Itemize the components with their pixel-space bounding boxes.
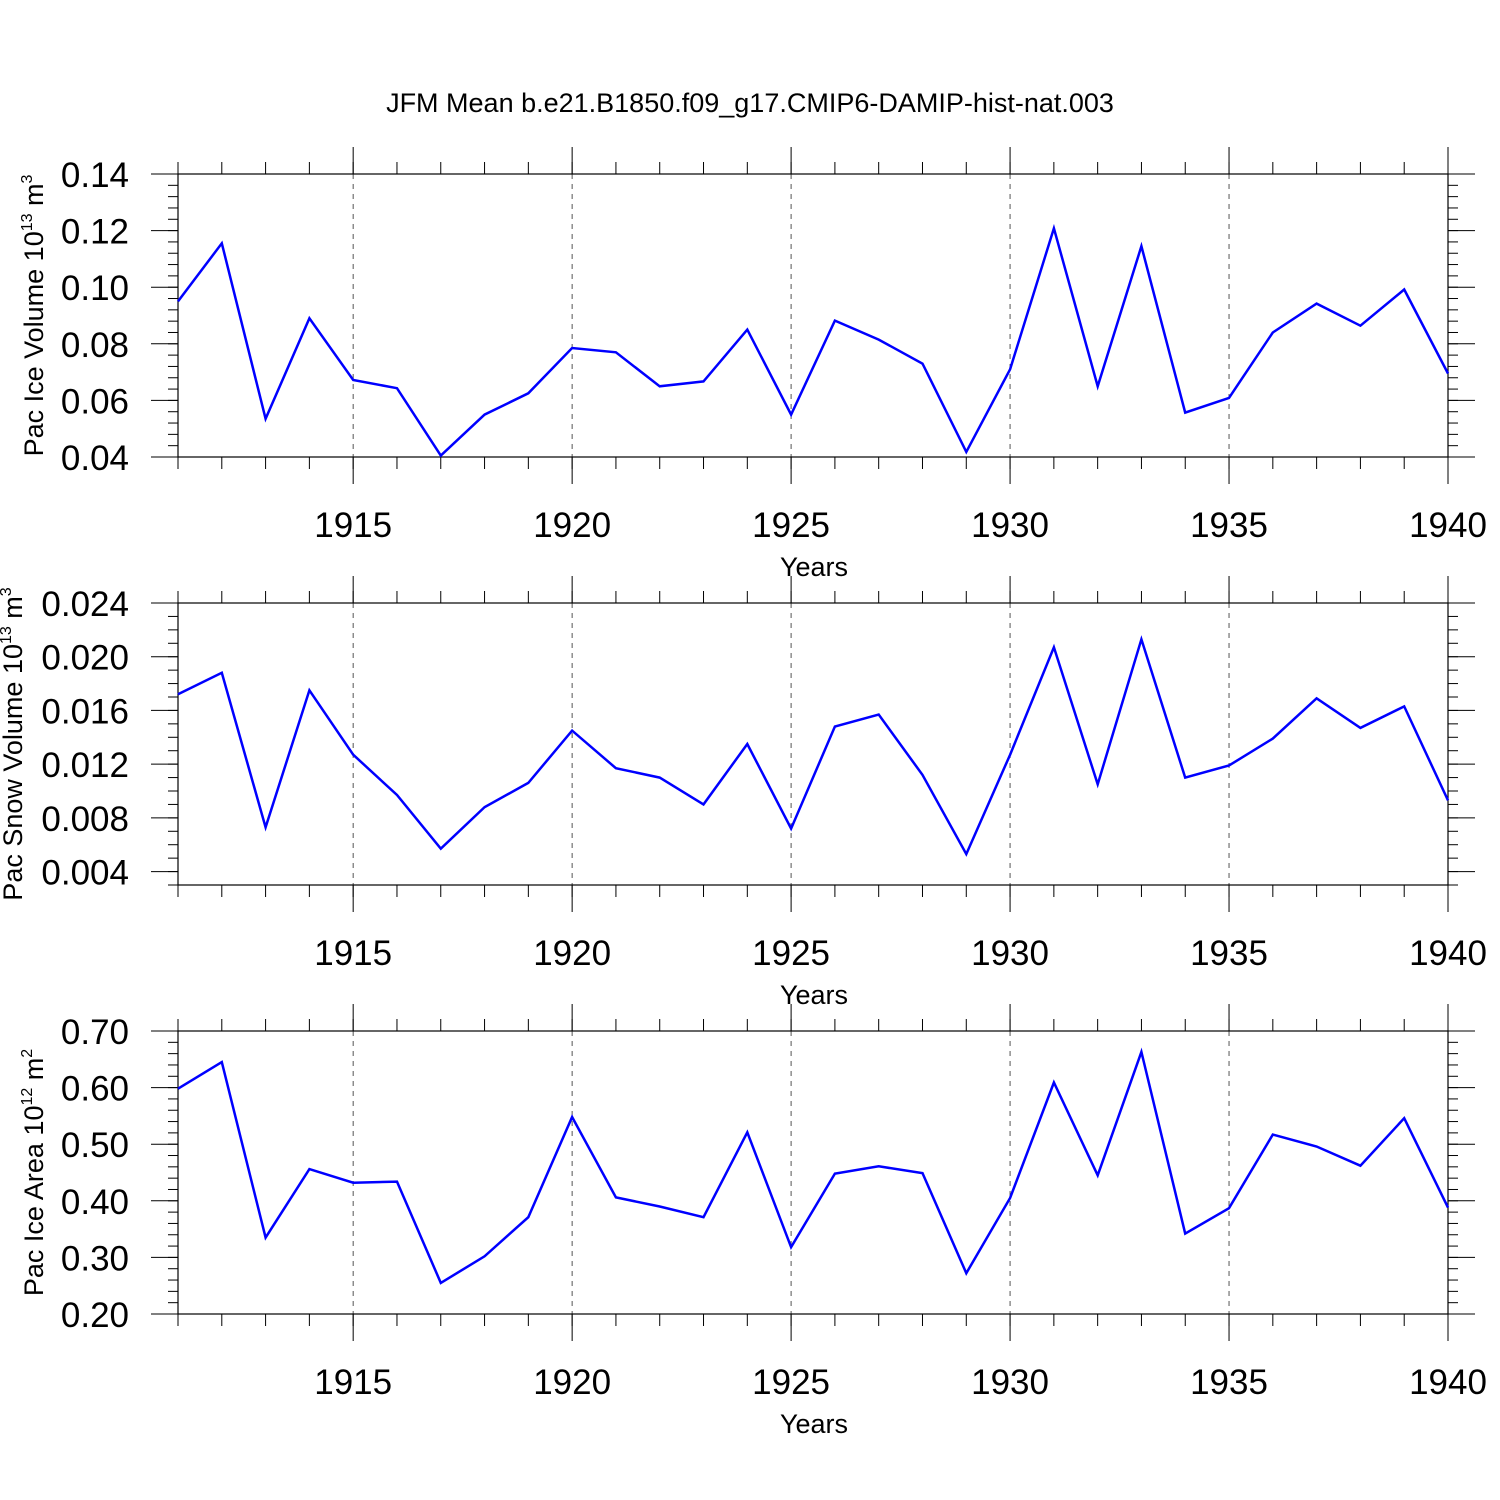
x-tick-label: 1940 — [1409, 506, 1487, 545]
y-tick-label: 0.40 — [61, 1183, 129, 1222]
y-tick-label: 0.012 — [41, 746, 129, 785]
y-axis-title-unit-exponent: 3 — [19, 174, 36, 183]
x-tick-label: 1930 — [971, 506, 1049, 545]
y-tick-label: 0.024 — [41, 585, 129, 624]
panels: 0.04 0.06 0.08 0.10 0.12 0.14 1915 1920 1925 1930… — [0, 147, 1487, 1439]
panel-1: 0.04 0.06 0.08 0.10 0.12 0.14 1915 1920 1925 1930… — [19, 147, 1487, 582]
x-tick-label: 1940 — [1409, 934, 1487, 973]
x-tick-label: 1935 — [1190, 506, 1268, 545]
x-tick-label: 1925 — [752, 506, 830, 545]
x-tick-label: 1925 — [752, 934, 830, 973]
y-tick-label: 0.10 — [61, 269, 129, 308]
y-axis-title-unit: m — [19, 183, 49, 213]
y-tick-label: 0.020 — [41, 639, 129, 678]
plot-frame — [177, 602, 1449, 886]
figure-title: JFM Mean b.e21.B1850.f09_g17.CMIP6-DAMIP… — [386, 88, 1114, 118]
panel-3: 0.20 0.30 0.40 0.50 0.60 0.70 1915 1920 1925 1930… — [19, 1004, 1487, 1439]
x-tick-label: 1935 — [1190, 1363, 1268, 1402]
x-tick-label: 1920 — [533, 934, 611, 973]
y-tick-label: 0.60 — [61, 1070, 129, 1109]
x-tick-label: 1915 — [314, 1363, 392, 1402]
y-tick-label: 0.08 — [61, 326, 129, 365]
x-tick-label: 1935 — [1190, 934, 1268, 973]
y-axis-title-unit-exponent: 2 — [19, 1049, 36, 1058]
y-tick-label: 0.30 — [61, 1239, 129, 1278]
x-axis-title: Years — [780, 980, 848, 1010]
x-tick-label: 1915 — [314, 506, 392, 545]
y-tick-label: 0.016 — [41, 692, 129, 731]
panel-2: 0.004 0.008 0.012 0.016 0.020 0.024 1915 1920 19… — [0, 576, 1487, 1010]
y-tick-label: 0.14 — [61, 156, 129, 195]
y-tick-label: 0.004 — [41, 854, 129, 893]
x-axis-title: Years — [780, 552, 848, 582]
y-axis-title: Pac Ice Volume 1013 m3 — [19, 174, 49, 456]
series-line — [177, 223, 1450, 458]
y-axis-title-exponent: 12 — [19, 1088, 36, 1106]
plot-frame — [177, 173, 1449, 458]
x-tick-label: 1920 — [533, 1363, 611, 1402]
x-tick-label: 1925 — [752, 1363, 830, 1402]
y-axis-title: Pac Ice Area 1012 m2 — [19, 1049, 49, 1296]
x-tick-label: 1930 — [971, 1363, 1049, 1402]
x-tick-label: 1930 — [971, 934, 1049, 973]
series-line — [177, 1047, 1450, 1285]
y-axis-title-exponent: 13 — [19, 213, 36, 231]
y-tick-label: 0.12 — [61, 213, 129, 252]
y-axis-title-unit: m — [19, 1058, 49, 1088]
y-axis-title-unit-exponent: 3 — [0, 587, 15, 596]
y-axis-title-text: Pac Ice Area 10 — [19, 1106, 49, 1297]
y-tick-label: 0.008 — [41, 800, 129, 839]
x-tick-label: 1920 — [533, 506, 611, 545]
y-axis-title-text: Pac Snow Volume 10 — [0, 644, 28, 901]
y-tick-label: 0.04 — [61, 439, 129, 478]
y-tick-label: 0.70 — [61, 1013, 129, 1052]
y-tick-label: 0.20 — [61, 1296, 129, 1335]
y-tick-label: 0.50 — [61, 1126, 129, 1165]
series-line — [177, 635, 1450, 857]
y-tick-label: 0.06 — [61, 382, 129, 421]
y-axis-title-exponent: 13 — [0, 626, 15, 644]
x-tick-label: 1915 — [314, 934, 392, 973]
plot-frame — [177, 1030, 1449, 1315]
x-axis-title: Years — [780, 1409, 848, 1439]
y-axis-title: Pac Snow Volume 1013 m3 — [0, 587, 28, 900]
y-axis-title-unit: m — [0, 596, 28, 626]
x-tick-label: 1940 — [1409, 1363, 1487, 1402]
y-axis-title-text: Pac Ice Volume 10 — [19, 231, 49, 456]
